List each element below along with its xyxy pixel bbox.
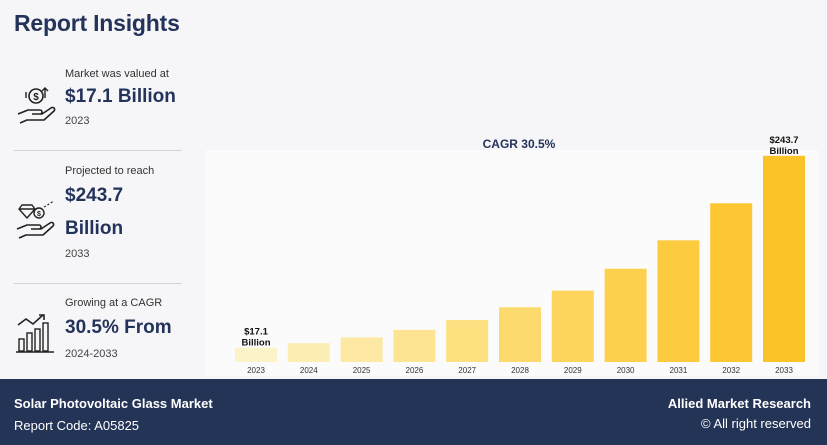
projected-label: Projected to reach xyxy=(65,165,155,177)
footer-brand: Allied Market Research xyxy=(667,396,811,411)
footer-rights: © All right reserved xyxy=(700,416,811,431)
divider xyxy=(14,283,182,284)
growth-chart-icon xyxy=(16,314,54,353)
svg-text:$: $ xyxy=(37,211,41,218)
divider xyxy=(14,150,182,151)
data-label: $243.7 xyxy=(769,135,798,146)
cagr-label: Growing at a CAGR xyxy=(65,297,163,309)
footer-market-name: Solar Photovoltaic Glass Market xyxy=(14,396,213,411)
projected-year: 2033 xyxy=(65,248,90,261)
footer-bar: Solar Photovoltaic Glass Market Report C… xyxy=(0,379,827,445)
diamond-hand-icon: $ xyxy=(16,200,55,239)
page-title: Report Insights xyxy=(14,10,180,36)
cagr-value: 30.5% From xyxy=(65,317,172,338)
valued-value: $17.1 Billion xyxy=(65,86,176,107)
projected-value-line2: Billion xyxy=(65,217,124,239)
cagr-panel: Growing at a CAGR 30.5% From 2024-2033 xyxy=(14,297,184,369)
cagr-year: 2024-2033 xyxy=(65,347,118,360)
chart-area xyxy=(206,150,818,376)
projected-panel: $ Projected to reach $243.7 Billion 2033 xyxy=(14,165,184,270)
market-valued-panel: $ Market was valued at $17.1 Billion 202… xyxy=(14,68,184,140)
projected-value-line1: $243.7 xyxy=(65,185,124,206)
svg-text:$: $ xyxy=(33,92,39,103)
valued-year: 2023 xyxy=(65,114,90,127)
chart-title: CAGR 30.5% xyxy=(483,137,556,151)
money-hand-icon: $ xyxy=(17,87,56,124)
footer-report-code: Report Code: A05825 xyxy=(14,418,140,433)
valued-label: Market was valued at xyxy=(65,68,169,80)
